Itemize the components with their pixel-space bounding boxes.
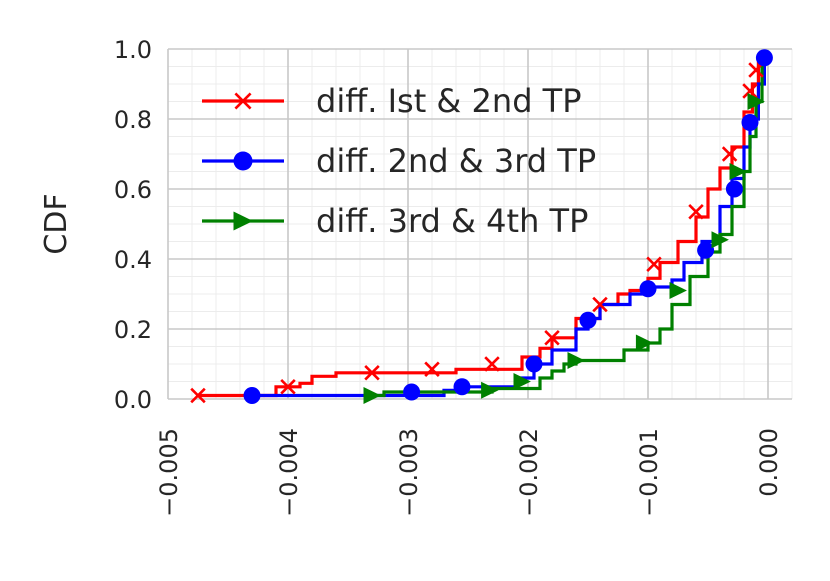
series-1-marker <box>190 387 206 404</box>
series-1-marker <box>484 356 500 372</box>
series-1-marker <box>721 146 738 162</box>
legend-marker-stroke <box>234 92 252 110</box>
legend-label: diff. 3rd & 4th TP <box>316 202 588 240</box>
series-2-marker <box>453 378 471 396</box>
x-tick-label: −0.001 <box>635 428 663 517</box>
series-1-marker-stroke <box>721 146 738 162</box>
series-1-marker-stroke <box>424 361 440 377</box>
series-3-marker <box>363 387 381 404</box>
series-1-marker <box>424 361 440 377</box>
series-1-marker-stroke <box>688 204 704 220</box>
series-1-marker <box>280 379 296 395</box>
series-3-marker <box>635 334 654 352</box>
series-3-marker <box>669 282 687 299</box>
series-3-marker <box>567 352 585 369</box>
series-2-marker <box>725 180 743 198</box>
series-1-marker-stroke <box>646 256 662 272</box>
y-tick-label: 0.0 <box>114 386 152 414</box>
series-1-marker <box>688 204 704 220</box>
series-2-marker <box>697 241 715 259</box>
series-2-marker <box>741 114 759 131</box>
legend-label: diff. 2nd & 3rd TP <box>316 142 596 180</box>
series-1-marker-stroke <box>190 387 206 404</box>
legend-entry-1: diff. Ist & 2nd TP <box>202 82 582 120</box>
series-1-marker-stroke <box>364 365 380 381</box>
series-1-marker <box>544 330 560 346</box>
x-tick-label: 0.000 <box>755 428 783 497</box>
series-1-marker-stroke <box>742 83 758 99</box>
series-2-marker <box>579 311 597 329</box>
legend-entry-2: diff. 2nd & 3rd TP <box>202 142 596 180</box>
y-tick-label: 0.2 <box>114 316 152 344</box>
y-tick-label: 1.0 <box>114 36 152 64</box>
y-tick-labels: 0.0 0.2 0.4 0.6 0.8 1.0 <box>114 36 152 414</box>
series-1-marker <box>742 83 758 99</box>
legend-label: diff. Ist & 2nd TP <box>316 82 582 120</box>
series-2-marker <box>525 355 543 373</box>
y-tick-label: 0.8 <box>114 106 152 134</box>
x-tick-label: −0.003 <box>395 428 423 517</box>
series-3-marker <box>513 373 531 390</box>
series-2-marker <box>639 280 657 298</box>
y-tick-label: 0.4 <box>114 246 152 274</box>
series-1-marker-stroke <box>592 296 608 313</box>
legend: diff. Ist & 2nd TP diff. 2nd & 3rd TP diff… <box>202 82 596 240</box>
legend-entry-3: diff. 3rd & 4th TP <box>202 202 588 240</box>
x-tick-label: −0.004 <box>275 428 303 517</box>
series-2-marker <box>755 49 773 67</box>
y-axis-label: CDF <box>39 193 74 254</box>
series-1-marker-stroke <box>280 379 296 395</box>
series-1-marker <box>364 365 380 381</box>
series-3-marker <box>481 381 499 399</box>
series-1-marker <box>592 296 608 313</box>
series-1-marker-stroke <box>544 330 560 346</box>
y-tick-label: 0.6 <box>114 176 152 204</box>
series-3-marker <box>729 163 747 180</box>
series-2-marker <box>243 387 261 404</box>
series-1-marker-stroke <box>484 356 500 372</box>
legend-marker <box>234 92 252 110</box>
series-1-marker <box>748 62 764 78</box>
series-1-marker-stroke <box>748 62 764 78</box>
series-markers <box>190 49 773 404</box>
series-3-marker <box>711 231 729 249</box>
x-tick-label: −0.005 <box>155 428 183 517</box>
legend-marker <box>233 211 253 231</box>
x-tick-labels: −0.005 −0.004 −0.003 −0.002 −0.001 0.000 <box>155 428 783 517</box>
series-3-marker <box>747 93 765 110</box>
series-1-marker <box>646 256 662 272</box>
major-grid <box>167 48 792 400</box>
x-tick-label: −0.002 <box>515 428 543 517</box>
legend-marker <box>233 151 253 171</box>
series-2-marker <box>403 383 421 401</box>
